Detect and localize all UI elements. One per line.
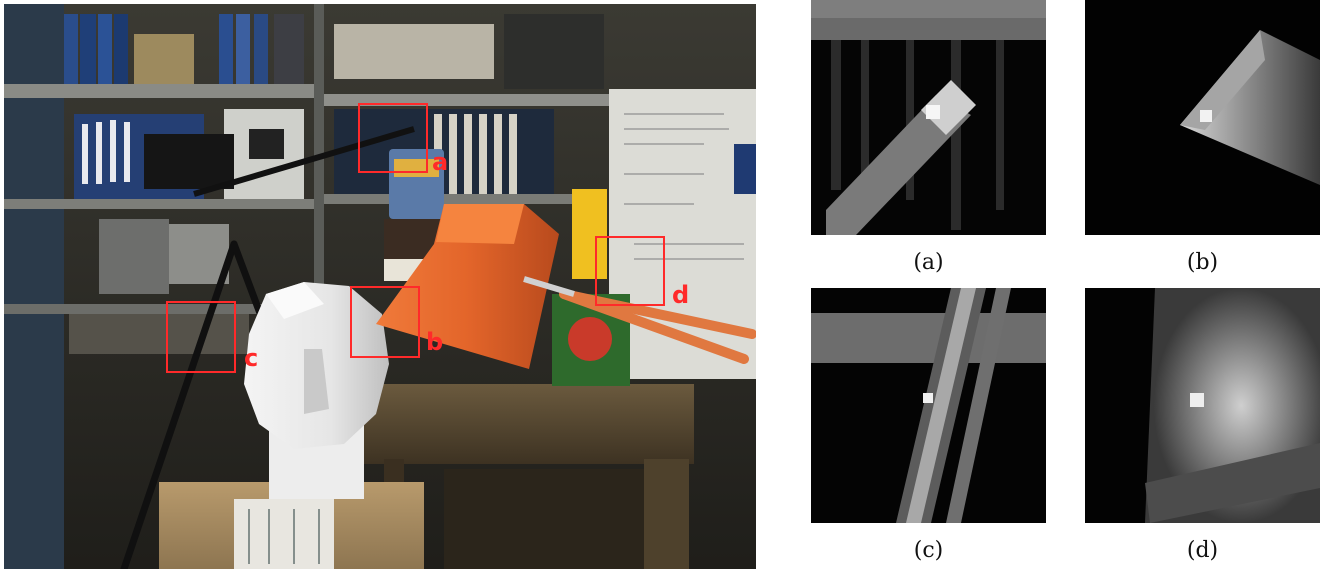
zoom-image-c [811,288,1046,523]
roi-label-a: a [432,148,449,176]
roi-label-d: d [672,281,690,309]
zoom-panel-c [811,288,1046,523]
zoom-panel-d [1085,288,1320,523]
scene-illustration [4,4,756,569]
zoom-image-a [811,0,1046,235]
zoom-image-b [1085,0,1320,235]
zoom-panel-b [1085,0,1320,235]
caption-b: (b) [1186,250,1219,275]
caption-a: (a) [913,250,944,275]
roi-box-d [595,236,665,306]
roi-box-c [166,301,236,373]
roi-box-a [358,103,428,173]
roi-box-b [350,286,420,358]
caption-d: (d) [1186,538,1219,563]
zoom-image-d [1085,288,1320,523]
caption-c: (c) [913,538,944,563]
roi-label-b: b [426,328,444,356]
roi-label-c: c [244,344,259,372]
zoom-panel-a [811,0,1046,235]
scene-photo: a b c d [4,4,756,569]
